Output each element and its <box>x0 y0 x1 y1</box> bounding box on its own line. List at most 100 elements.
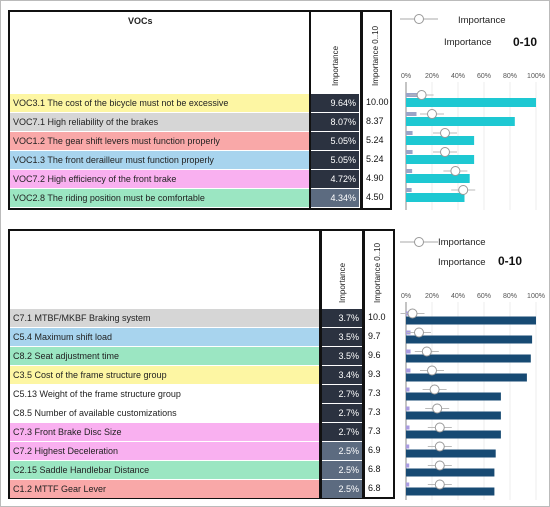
importance-bar <box>406 188 412 192</box>
importance-value: 4.72% <box>311 170 359 188</box>
category-label: VOC7.2 High efficiency of the front brak… <box>10 170 309 188</box>
score-bar <box>406 136 475 145</box>
importance-value: 4.34% <box>311 189 359 207</box>
importance-bar <box>406 349 411 354</box>
importance-marker <box>432 403 443 414</box>
importance-value: 2.5% <box>322 442 362 460</box>
score-bar <box>406 487 495 496</box>
x-tick-label: 60% <box>477 73 491 80</box>
importance-marker <box>450 166 461 176</box>
importance-value: 2.7% <box>322 423 362 441</box>
importance-value: 3.5% <box>322 328 362 346</box>
voc-legend-marker <box>400 14 438 24</box>
category-label: C5.13 Weight of the frame structure grou… <box>10 385 319 403</box>
x-tick-label: 0% <box>401 73 411 80</box>
category-label: C2.15 Saddle Handlebar Distance <box>10 461 319 479</box>
importance-score: 7.3 <box>368 407 381 417</box>
category-label: VOC7.1 High reliability of the brakes <box>10 113 309 131</box>
importance-bar <box>406 444 410 449</box>
importance-score: 5.24 <box>366 135 384 145</box>
score-bar <box>406 174 470 183</box>
score-bar <box>406 392 501 401</box>
importance-marker <box>434 441 445 452</box>
importance-marker <box>427 109 437 119</box>
importance-score: 10.00 <box>366 97 389 107</box>
importance-bar <box>406 131 413 135</box>
importance-value: 3.4% <box>322 366 362 384</box>
x-tick-label: 80% <box>503 293 517 300</box>
voc-legend-second-label: Importance <box>444 37 492 48</box>
importance-bar <box>406 387 410 392</box>
importance-marker <box>407 308 418 319</box>
importance-value: 5.05% <box>311 151 359 169</box>
x-tick-label: 40% <box>451 73 465 80</box>
x-tick-label: 100% <box>527 73 545 80</box>
characteristics-legend-marker <box>400 237 438 247</box>
voc-score-header: Importance 0..10 <box>371 25 380 86</box>
score-bar <box>406 411 501 420</box>
score-bar <box>406 449 496 458</box>
importance-score: 4.90 <box>366 173 384 183</box>
characteristics-score-column: Importance 0..10 10.0 9.7 9.6 9.3 7.3 7.3 7.3 6… <box>363 229 395 499</box>
characteristics-importance-column: Importance 3.7% 3.5% 3.5% 3.4% 2.7% 2.7% 2.7% 2… <box>320 229 364 499</box>
voc-legend-label: Importance <box>458 15 506 26</box>
x-tick-label: 100% <box>527 293 545 300</box>
x-tick-label: 60% <box>477 293 491 300</box>
importance-value: 2.7% <box>322 404 362 422</box>
score-bar <box>406 354 531 363</box>
importance-bar <box>406 150 413 154</box>
category-label: VOC1.3 The front derailleur must functio… <box>10 151 309 169</box>
importance-score: 9.3 <box>368 369 381 379</box>
importance-score: 9.7 <box>368 331 381 341</box>
importance-bar <box>406 406 410 411</box>
score-bar <box>406 193 465 202</box>
voc-header: VOCs <box>128 16 153 26</box>
importance-marker <box>427 365 437 376</box>
importance-marker <box>429 384 440 395</box>
score-bar <box>406 468 495 477</box>
voc-bar-chart: 0% 20% 40% 60% 80% 100% <box>401 73 545 210</box>
importance-marker <box>440 147 450 157</box>
characteristics-table: C7.1 MTBF/MKBF Braking system C5.4 Maximu… <box>8 229 321 499</box>
importance-marker <box>440 128 450 138</box>
score-bar <box>406 373 527 382</box>
importance-score: 5.24 <box>366 154 384 164</box>
importance-score: 6.9 <box>368 445 381 455</box>
importance-marker <box>458 185 469 195</box>
importance-bar <box>406 482 410 487</box>
importance-value: 5.05% <box>311 132 359 150</box>
importance-score: 7.3 <box>368 426 381 436</box>
voc-importance-header: Importance <box>331 45 340 86</box>
score-bar <box>406 155 475 164</box>
score-bar <box>406 117 515 126</box>
importance-score: 7.3 <box>368 388 381 398</box>
importance-bar <box>406 112 417 116</box>
category-label: C8.2 Seat adjustment time <box>10 347 319 365</box>
importance-value: 3.7% <box>322 309 362 327</box>
characteristics-bar-chart: 0% 20% 40% 60% 80% 100% <box>400 293 545 500</box>
category-label: VOC1.2 The gear shift levers must functi… <box>10 132 309 150</box>
score-bar <box>406 98 536 107</box>
voc-legend-scale: 0-10 <box>513 35 538 49</box>
importance-bar <box>406 169 413 173</box>
x-tick-label: 0% <box>401 293 411 300</box>
category-label: C7.1 MTBF/MKBF Braking system <box>10 309 319 327</box>
importance-value: 2.5% <box>322 480 362 498</box>
category-label: C5.4 Maximum shift load <box>10 328 319 346</box>
characteristics-legend-label: Importance <box>438 237 486 248</box>
importance-marker <box>414 327 424 338</box>
x-tick-label: 40% <box>451 293 465 300</box>
voc-table: VOCs VOC3.1 The cost of the bicycle must… <box>8 10 311 210</box>
category-label: C1.2 MTTF Gear Lever <box>10 480 319 498</box>
characteristics-score-header: Importance 0..10 <box>373 242 382 303</box>
characteristics-legend-second-label: Importance <box>438 257 486 268</box>
importance-score: 6.8 <box>368 483 381 493</box>
importance-value: 2.5% <box>322 461 362 479</box>
category-label: VOC2.8 The riding position must be comfo… <box>10 189 309 207</box>
category-label: C7.2 Highest Deceleration <box>10 442 319 460</box>
importance-marker <box>421 346 432 357</box>
importance-marker <box>416 90 427 100</box>
voc-importance-column: Importance 9.64% 8.07% 5.05% 5.05% 4.72% 4.34… <box>310 10 362 210</box>
importance-marker <box>434 460 445 471</box>
importance-bar <box>406 425 410 430</box>
